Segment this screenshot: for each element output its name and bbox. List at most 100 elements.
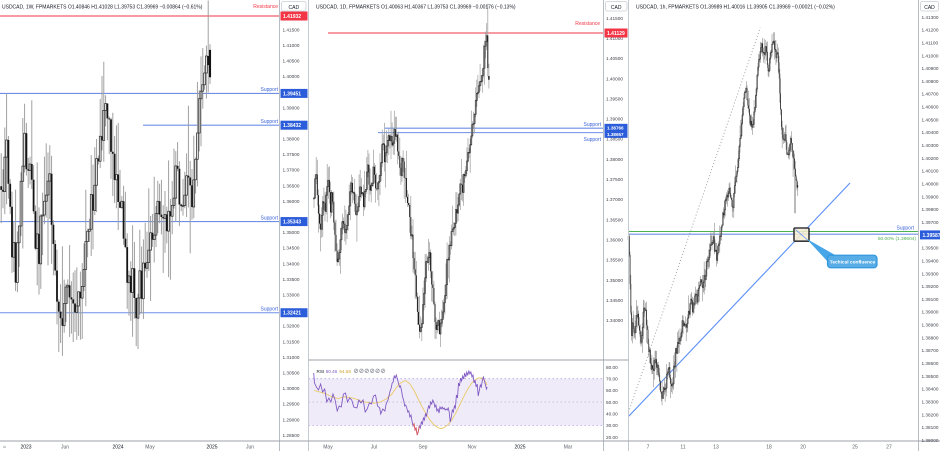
svg-text:1.34500: 1.34500 [283,246,300,251]
svg-text:1.39451: 1.39451 [283,91,301,97]
svg-text:1.39500: 1.39500 [606,96,623,101]
svg-text:1.40900: 1.40900 [922,66,939,71]
svg-text:1.40000: 1.40000 [283,74,300,79]
svg-text:1.34000: 1.34000 [606,318,623,323]
svg-text:CAD: CAD [611,5,622,11]
svg-text:1.40800: 1.40800 [922,79,939,84]
svg-text:1.40100: 1.40100 [922,169,939,174]
svg-text:1.38800: 1.38800 [922,335,939,340]
svg-text:1.38432: 1.38432 [283,123,301,129]
svg-text:1.36500: 1.36500 [283,183,300,188]
svg-text:1.38500: 1.38500 [606,137,623,142]
svg-text:1.41300: 1.41300 [922,15,939,20]
svg-text:1.38100: 1.38100 [922,425,939,430]
svg-text:1.40500: 1.40500 [922,117,939,122]
svg-text:1.34000: 1.34000 [283,261,300,266]
svg-text:20.00: 20.00 [606,435,618,440]
svg-text:1.40000: 1.40000 [606,76,623,81]
svg-text:1.37000: 1.37000 [283,168,300,173]
svg-text:Nov: Nov [468,444,477,450]
svg-text:Support: Support [260,215,278,221]
svg-text:1.38000: 1.38000 [283,137,300,142]
svg-text:Jun: Jun [61,444,69,450]
svg-text:1.38900: 1.38900 [922,323,939,328]
svg-text:1.38400: 1.38400 [922,387,939,392]
svg-text:1.40400: 1.40400 [922,130,939,135]
svg-text:RSI: RSI [317,369,325,374]
svg-text:1.41200: 1.41200 [922,28,939,33]
svg-text:1.31000: 1.31000 [283,355,300,360]
svg-text:1.39700: 1.39700 [922,220,939,225]
svg-text:Jun: Jun [246,444,254,450]
svg-text:1.41932: 1.41932 [283,14,301,20]
svg-text:1.38500: 1.38500 [922,374,939,379]
svg-text:1.30500: 1.30500 [283,371,300,376]
svg-text:1.39000: 1.39000 [606,117,623,122]
svg-text:1.38000: 1.38000 [922,438,939,443]
svg-text:1.32000: 1.32000 [283,324,300,329]
svg-text:1.40500: 1.40500 [606,56,623,61]
svg-text:30.00: 30.00 [606,423,618,428]
svg-text:1.35000: 1.35000 [606,278,623,283]
svg-text:1.35343: 1.35343 [283,219,301,225]
svg-text:1.37000: 1.37000 [606,197,623,202]
svg-text:11: 11 [680,444,685,450]
svg-text:2025: 2025 [514,444,525,450]
svg-text:1.41000: 1.41000 [922,53,939,58]
svg-text:Support: Support [260,307,278,313]
svg-text:CAD: CAD [289,5,300,11]
svg-text:1.39587: 1.39587 [923,233,940,239]
svg-text:1.38600: 1.38600 [922,361,939,366]
svg-text:2024: 2024 [112,444,123,450]
svg-text:1.31500: 1.31500 [283,339,300,344]
svg-text:1.41129: 1.41129 [607,31,625,37]
svg-text:27: 27 [886,444,892,450]
svg-text:1.30000: 1.30000 [283,386,300,391]
svg-text:60.00: 60.00 [606,388,618,393]
svg-text:1.36000: 1.36000 [283,199,300,204]
svg-text:1.40700: 1.40700 [922,92,939,97]
svg-text:Support: Support [896,226,914,232]
svg-text:1.40000: 1.40000 [922,182,939,187]
svg-text:1.40300: 1.40300 [922,143,939,148]
svg-text:May: May [145,444,155,450]
svg-text:1.39400: 1.39400 [922,258,939,263]
svg-text:1.38200: 1.38200 [922,412,939,417]
svg-text:Mar: Mar [564,444,573,450]
svg-text:25: 25 [852,444,858,450]
svg-text:«: « [3,445,6,451]
svg-text:Resistance: Resistance [575,21,600,27]
svg-text:May: May [323,444,333,450]
svg-text:1.33500: 1.33500 [283,277,300,282]
svg-text:1.39100: 1.39100 [922,297,939,302]
svg-text:1.39800: 1.39800 [922,207,939,212]
svg-text:Support: Support [260,87,278,93]
svg-text:20: 20 [800,444,806,450]
svg-text:USDCAD, 1h, FPMARKETS O1.39989: USDCAD, 1h, FPMARKETS O1.39989 H1.40016 … [636,5,835,11]
svg-text:50.00: 50.00 [606,400,618,405]
svg-text:1.39500: 1.39500 [922,246,939,251]
svg-text:1.41500: 1.41500 [283,27,300,32]
svg-text:70.00: 70.00 [606,377,618,382]
svg-text:50.00% (1.39604): 50.00% (1.39604) [878,236,917,242]
svg-text:1.41100: 1.41100 [922,40,939,45]
svg-text:USDCAD, 1W, FPMARKETS O1.40846: USDCAD, 1W, FPMARKETS O1.40846 H1.41028 … [2,5,203,11]
svg-text:1.33000: 1.33000 [283,293,300,298]
svg-text:1.40600: 1.40600 [922,105,939,110]
svg-text:13: 13 [713,444,719,450]
svg-text:1.34500: 1.34500 [606,298,623,303]
svg-text:USDCAD, 1D, FPMARKETS O1.40063: USDCAD, 1D, FPMARKETS O1.40063 H1.40367 … [316,5,516,11]
svg-text:1.36500: 1.36500 [606,217,623,222]
svg-text:60.46: 60.46 [326,369,338,374]
svg-text:Techical confluence: Techical confluence [830,259,876,265]
svg-text:80.00: 80.00 [606,365,618,370]
svg-text:CAD: CAD [924,5,935,11]
svg-text:1.32421: 1.32421 [283,311,301,317]
svg-text:1.38766: 1.38766 [607,126,624,131]
svg-text:1.29500: 1.29500 [283,402,300,407]
svg-text:40.00: 40.00 [606,412,618,417]
svg-text:2025: 2025 [206,444,217,450]
svg-text:1.38000: 1.38000 [606,157,623,162]
svg-text:1.39000: 1.39000 [283,105,300,110]
svg-text:1.41500: 1.41500 [606,16,623,21]
